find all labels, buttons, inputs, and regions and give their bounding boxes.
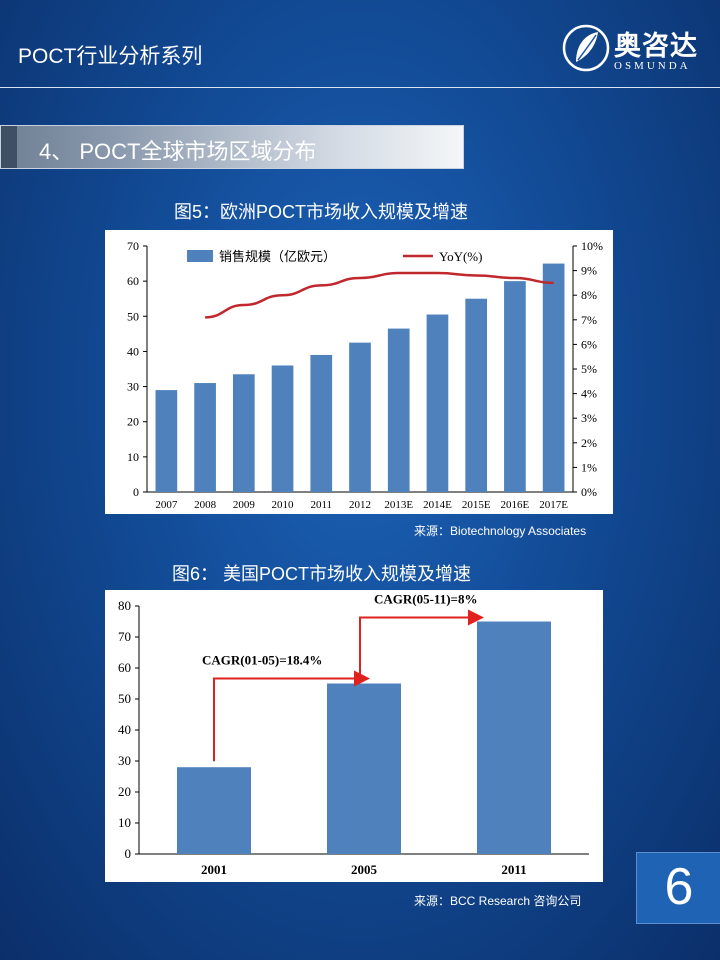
y2-tick-label: 5%: [581, 362, 597, 376]
y2-tick-label: 8%: [581, 288, 597, 302]
bar: [327, 683, 401, 854]
chart2-source: 来源：BCC Research 咨询公司: [414, 894, 582, 908]
y-tick-label: 30: [118, 753, 131, 768]
chart1-caption: 图5：欧洲POCT市场收入规模及增速: [174, 202, 469, 222]
y2-tick-label: 2%: [581, 436, 597, 450]
y2-tick-label: 3%: [581, 411, 597, 425]
x-tick-label: 2009: [233, 499, 256, 511]
cagr-label-1: CAGR(01-05)=18.4%: [202, 653, 322, 668]
cagr-arrow-1: [213, 670, 370, 762]
y-tick-label: 20: [127, 415, 139, 429]
x-tick-label: 2014E: [423, 499, 452, 511]
x-tick-label: 2011: [310, 499, 332, 511]
logo-english-text: OSMUNDA: [614, 60, 691, 72]
x-tick-label: 2007: [155, 499, 178, 511]
y2-tick-label: 9%: [581, 264, 597, 278]
bar: [477, 621, 551, 854]
section-banner: 4、 POCT全球市场区域分布: [0, 125, 464, 169]
cagr-arrow-2: [359, 609, 484, 677]
legend-line-label: YoY(%): [439, 249, 482, 264]
y2-tick-label: 0%: [581, 485, 597, 499]
x-tick-label: 2017E: [539, 499, 568, 511]
bar: [194, 383, 216, 492]
bar: [504, 281, 526, 492]
y-tick-label: 0: [125, 846, 132, 861]
y-tick-label: 50: [118, 691, 131, 706]
logo-chinese-text: 奥咨达: [614, 31, 698, 61]
x-tick-label: 2015E: [462, 499, 491, 511]
usa-chart: 0 10 20 30 40 50 60 70 80 2001 2005 2011 CAGR(01-05)…: [105, 590, 603, 882]
bar: [177, 767, 251, 854]
leaf-logo-icon: [562, 24, 610, 72]
y2-tick-label: 1%: [581, 460, 597, 474]
y-tick-label: 70: [127, 239, 139, 253]
y-tick-label: 10: [127, 450, 139, 464]
bar: [387, 328, 410, 492]
page-number: 6: [664, 858, 694, 916]
y-tick-label: 70: [118, 629, 131, 644]
y2-tick-label: 7%: [581, 313, 597, 327]
osmunda-logo: 奥咨达 OSMUNDA: [562, 22, 712, 78]
bar: [426, 314, 449, 492]
section-accent: [1, 126, 17, 168]
x-tick-label: 2013E: [384, 499, 413, 511]
bar: [232, 374, 255, 492]
y-tick-label: 40: [127, 344, 139, 358]
x-tick-label: 2001: [201, 862, 227, 877]
bar: [465, 298, 488, 492]
y-tick-label: 30: [127, 380, 139, 394]
y-tick-label: 10: [118, 815, 131, 830]
y-tick-label: 0: [133, 485, 139, 499]
y-tick-label: 60: [127, 274, 139, 288]
y-tick-label: 40: [118, 722, 131, 737]
y-tick-label: 60: [118, 660, 131, 675]
section-title: 4、 POCT全球市场区域分布: [39, 139, 317, 164]
x-tick-label: 2010: [272, 499, 295, 511]
page-number-box: 6: [636, 852, 720, 924]
europe-chart-svg: 0 10 20 30 40 50 60 70 0% 1% 2% 3% 4% 5% 6% 7% 8% 9% 10% 20…: [127, 239, 603, 511]
x-tick-label: 2005: [351, 862, 378, 877]
x-tick-label: 2012: [349, 499, 371, 511]
bar: [542, 263, 565, 492]
y-tick-label: 20: [118, 784, 131, 799]
cagr-label-2: CAGR(05-11)=8%: [374, 592, 477, 607]
chart2-caption: 图6： 美国POCT市场收入规模及增速: [172, 564, 472, 584]
header-bar: POCT行业分析系列 奥咨达 OSMUNDA: [0, 0, 720, 88]
bar: [310, 354, 333, 492]
x-tick-label: 2008: [194, 499, 217, 511]
europe-chart: 0 10 20 30 40 50 60 70 0% 1% 2% 3% 4% 5% 6% 7% 8% 9% 10% 20…: [105, 230, 613, 514]
x-tick-label: 2011: [501, 862, 526, 877]
chart1-source: 来源：Biotechnology Associates: [414, 524, 587, 538]
bar: [349, 342, 371, 492]
legend-bar-label: 销售规模（亿欧元）: [219, 249, 336, 264]
x-tick-label: 2016E: [501, 499, 530, 511]
y-tick-label: 80: [118, 598, 131, 613]
y2-tick-label: 10%: [581, 239, 603, 253]
usa-chart-svg: 0 10 20 30 40 50 60 70 80 2001 2005 2011 CAGR(01-05)…: [118, 592, 589, 877]
y2-tick-label: 4%: [581, 387, 597, 401]
y-tick-label: 50: [127, 309, 139, 323]
bar: [271, 365, 294, 492]
header-title: POCT行业分析系列: [18, 45, 203, 68]
legend-bar-swatch: [187, 250, 213, 262]
y2-tick-label: 6%: [581, 337, 597, 351]
bar: [155, 390, 178, 492]
header-divider: [0, 87, 720, 88]
yoy-line: [205, 271, 554, 319]
